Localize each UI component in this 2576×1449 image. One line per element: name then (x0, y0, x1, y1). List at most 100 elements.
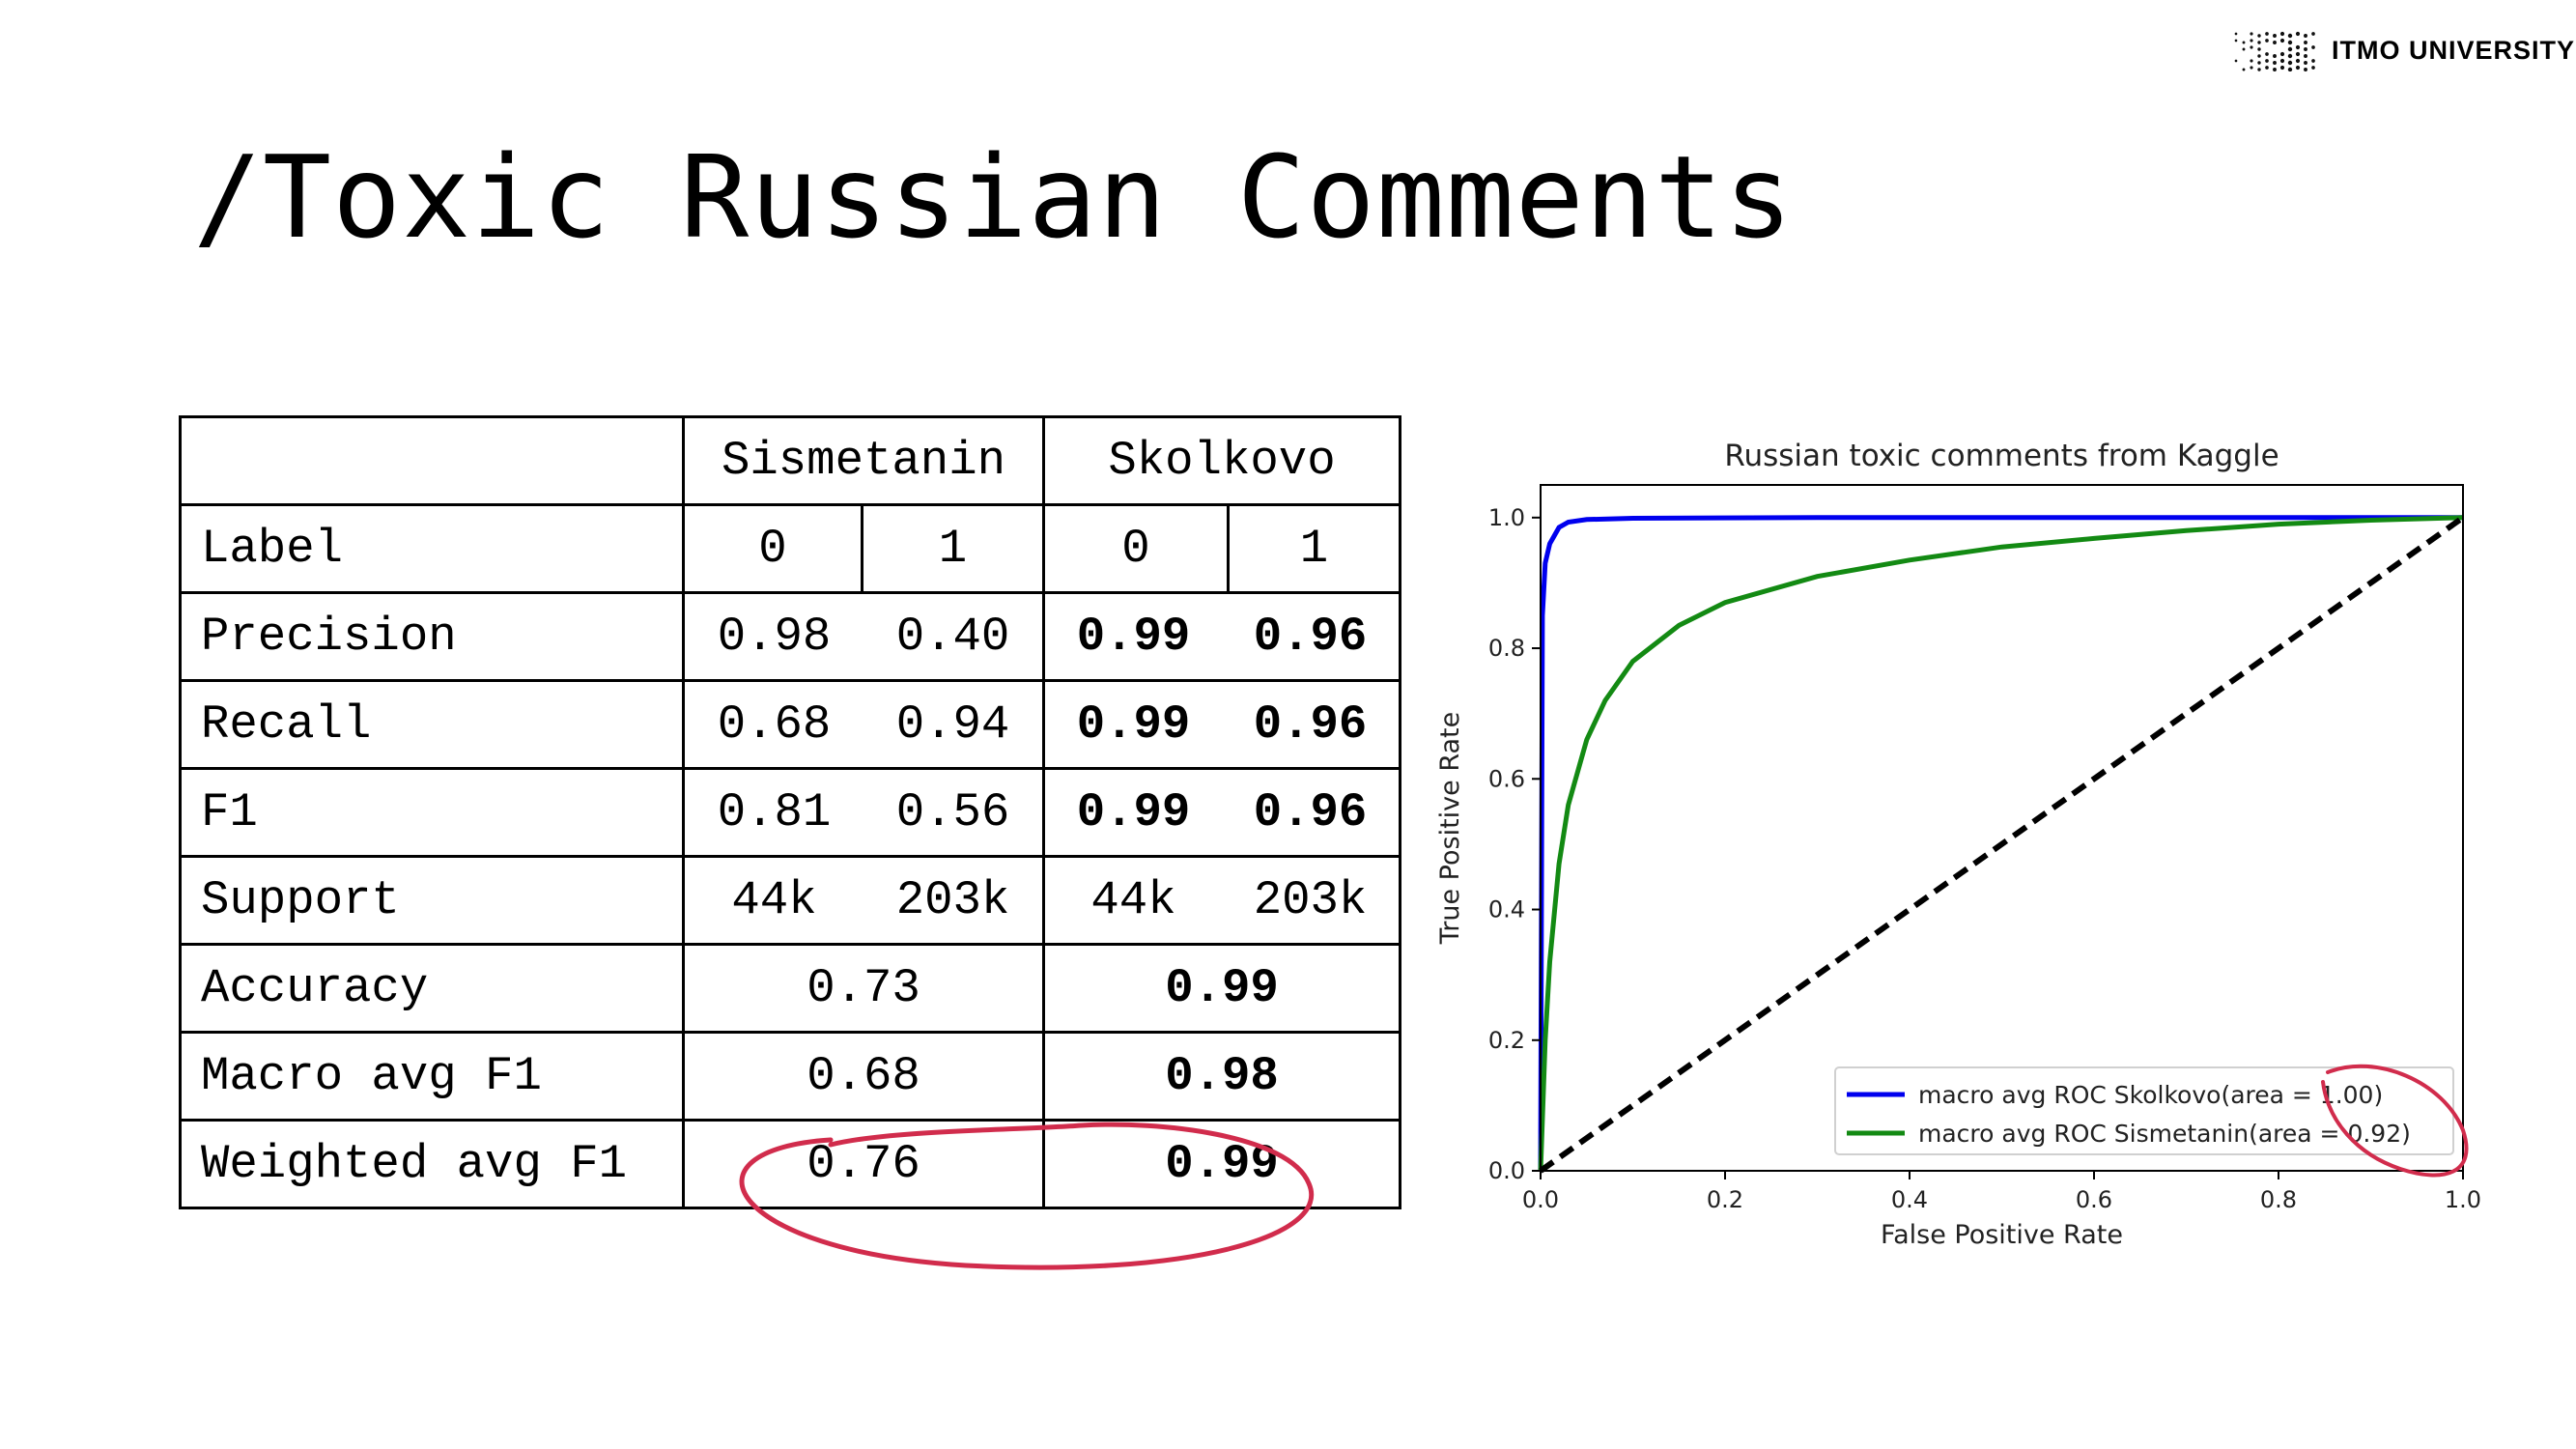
y-tick-label: 0.4 (1488, 896, 1525, 923)
logo-dot (2280, 59, 2284, 63)
skolkovo-values-cell: 0.99 0.96 (1044, 769, 1401, 857)
logo-dot (2243, 69, 2246, 71)
y-tick-label: 0.8 (1488, 635, 1525, 662)
logo-dot (2235, 40, 2238, 43)
value-cell: 0.68 (684, 1033, 1044, 1121)
logo-dot (2257, 68, 2260, 71)
value-cell: 44k (685, 873, 863, 927)
value-cell: 0.96 (1222, 610, 1399, 664)
logo-dot (2288, 34, 2292, 38)
table-row: Recall 0.68 0.94 0.99 0.96 (181, 681, 1401, 769)
row-label: Label (181, 505, 684, 593)
table-row: Weighted avg F1 0.76 0.99 (181, 1121, 1401, 1208)
y-tick-label: 0.6 (1488, 765, 1525, 792)
value-cell: 0.99 (1045, 785, 1222, 839)
logo-dot (2288, 41, 2292, 44)
logo-dot (2273, 41, 2277, 44)
value-cell: 0.99 (1044, 1121, 1401, 1208)
logo-dot (2265, 32, 2269, 36)
logo-dot (2235, 33, 2238, 36)
y-tick-label: 1.0 (1488, 504, 1525, 531)
logo-dot (2265, 39, 2269, 43)
row-label: Accuracy (181, 945, 684, 1033)
y-tick-label: 0.0 (1488, 1157, 1525, 1184)
x-tick-label: 0.0 (1522, 1186, 1559, 1213)
page-title: /Toxic Russian Comments (193, 130, 1794, 264)
logo-dot (2296, 32, 2300, 36)
value-cell: 0.99 (1044, 945, 1401, 1033)
y-tick-label: 0.2 (1488, 1027, 1525, 1054)
logo-dot (2257, 54, 2260, 57)
x-tick-label: 0.6 (2076, 1186, 2112, 1213)
logo-dot (2288, 47, 2292, 51)
value-cell: 0.68 (685, 697, 863, 752)
table-row: Precision 0.98 0.40 0.99 0.96 (181, 593, 1401, 681)
x-tick-label: 0.2 (1707, 1186, 1743, 1213)
logo-dot (2250, 45, 2252, 48)
logo-dot (2296, 45, 2300, 49)
logo-dot (2280, 66, 2284, 70)
y-axis-label: True Positive Rate (1435, 712, 1465, 946)
row-label: F1 (181, 769, 684, 857)
logo-dot (2304, 41, 2307, 44)
value-cell: 0.73 (684, 945, 1044, 1033)
x-tick-label: 0.4 (1891, 1186, 1928, 1213)
row-label: Precision (181, 593, 684, 681)
x-tick-label: 0.8 (2260, 1186, 2297, 1213)
logo-dot (2296, 66, 2300, 70)
logo-dot (2311, 45, 2315, 49)
skolkovo-values-cell: 0.99 0.96 (1044, 681, 1401, 769)
value-cell: 0.94 (863, 697, 1042, 752)
logo-dot (2235, 60, 2238, 63)
row-label: Macro avg F1 (181, 1033, 684, 1121)
logo-dot (2280, 52, 2284, 56)
logo-dot (2288, 61, 2292, 65)
value-cell: 0.98 (685, 610, 863, 664)
brand-name: ITMO UNIVERSITY (2332, 36, 2575, 66)
sismetanin-values-cell: 44k 203k (684, 857, 1044, 945)
value-cell: 203k (1222, 873, 1399, 927)
logo-dot (2257, 41, 2260, 43)
logo-dot (2250, 32, 2252, 35)
logo-dot (2273, 34, 2277, 38)
table-row: F1 0.81 0.56 0.99 0.96 (181, 769, 1401, 857)
logo-dot (2311, 32, 2315, 36)
logo-dot (2304, 47, 2307, 51)
logo-dot (2304, 34, 2307, 38)
group-header-sismetanin: Sismetanin (684, 417, 1044, 505)
logo-dot (2311, 66, 2315, 70)
skolkovo-values-cell: 44k 203k (1044, 857, 1401, 945)
row-label: Weighted avg F1 (181, 1121, 684, 1208)
logo-dot (2243, 42, 2246, 44)
class-label-cell: 0 (1044, 505, 1229, 593)
dot-grid-logo-icon (2231, 29, 2318, 71)
logo-dot (2257, 34, 2260, 37)
class-label-cell: 0 (684, 505, 863, 593)
table-row: Accuracy 0.73 0.99 (181, 945, 1401, 1033)
logo-dot (2250, 59, 2252, 62)
logo-dot (2304, 54, 2307, 58)
x-tick-label: 1.0 (2445, 1186, 2481, 1213)
class-label-cell: 1 (863, 505, 1044, 593)
value-cell: 0.99 (1045, 610, 1222, 664)
logo-dot (2288, 54, 2292, 58)
sismetanin-values-cell: 0.68 0.94 (684, 681, 1044, 769)
logo-dot (2257, 47, 2260, 50)
logo-dot (2273, 68, 2277, 71)
value-cell: 0.81 (685, 785, 863, 839)
logo-dot (2296, 52, 2300, 56)
table-row: Support 44k 203k 44k 203k (181, 857, 1401, 945)
value-cell: 0.96 (1222, 697, 1399, 752)
logo-dot (2257, 61, 2260, 64)
metrics-table: Sismetanin Skolkovo Label 0 1 0 1 Precis… (179, 415, 1401, 1209)
logo-dot (2273, 61, 2277, 65)
row-label: Recall (181, 681, 684, 769)
legend-entry: macro avg ROC Sismetanin(area = 0.92) (1918, 1120, 2411, 1148)
value-cell: 0.98 (1044, 1033, 1401, 1121)
value-cell: 0.99 (1045, 697, 1222, 752)
logo-dot (2250, 66, 2252, 69)
class-label-cell: 1 (1229, 505, 1401, 593)
value-cell: 0.76 (684, 1121, 1044, 1208)
logo-dot (2288, 68, 2292, 71)
sismetanin-values-cell: 0.81 0.56 (684, 769, 1044, 857)
